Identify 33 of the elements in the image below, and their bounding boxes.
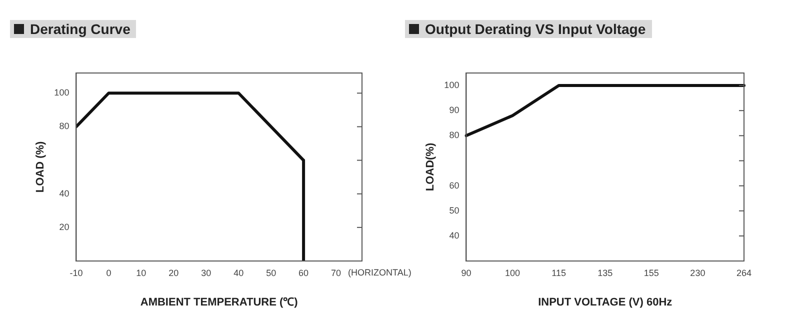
x-tick-label: 60	[298, 268, 309, 278]
text: (HORIZONTAL)	[348, 267, 412, 278]
chart-title: Output Derating VS Input Voltage	[425, 21, 646, 37]
y-tick-label: 80	[59, 121, 70, 132]
x-tick-label: 155	[644, 268, 659, 278]
x-tick-label: 20	[168, 268, 179, 278]
y-axis-title: LOAD (%)	[34, 141, 47, 193]
x-tick-label: 264	[736, 268, 752, 278]
y-tick-label: 50	[449, 205, 460, 216]
x-tick-label: 90	[461, 268, 472, 278]
y-tick-label: 90	[449, 105, 460, 116]
x-axis-title: INPUT VOLTAGE (V) 60Hz	[538, 296, 673, 308]
x-tick-label: 40	[234, 268, 244, 278]
x-tick-label: 115	[552, 268, 566, 278]
x-tick-label: 50	[266, 268, 276, 278]
y-tick-label: 40	[449, 230, 460, 240]
x-tick-label: 30	[201, 268, 212, 278]
y-tick-label: 60	[449, 180, 460, 190]
y-axis-title: LOAD(%)	[424, 142, 437, 192]
y-tick-label: 100	[444, 80, 460, 90]
chart-title: Derating Curve	[30, 21, 130, 37]
x-tick-label: 70	[331, 268, 342, 278]
x-tick-label: -10	[70, 268, 83, 278]
y-tick-label: 20	[59, 222, 70, 232]
y-tick-label: 100	[54, 88, 70, 98]
x-tick-label: 10	[136, 268, 146, 278]
y-tick-label: 40	[59, 188, 70, 198]
y-tick-label: 80	[449, 130, 460, 140]
x-tick-label: 100	[505, 268, 520, 278]
x-tick-label: 0	[106, 268, 112, 278]
x-axis-title: AMBIENT TEMPERATURE (℃)	[140, 296, 298, 308]
x-tick-label: 135	[598, 268, 613, 278]
x-tick-label: 230	[690, 268, 706, 278]
